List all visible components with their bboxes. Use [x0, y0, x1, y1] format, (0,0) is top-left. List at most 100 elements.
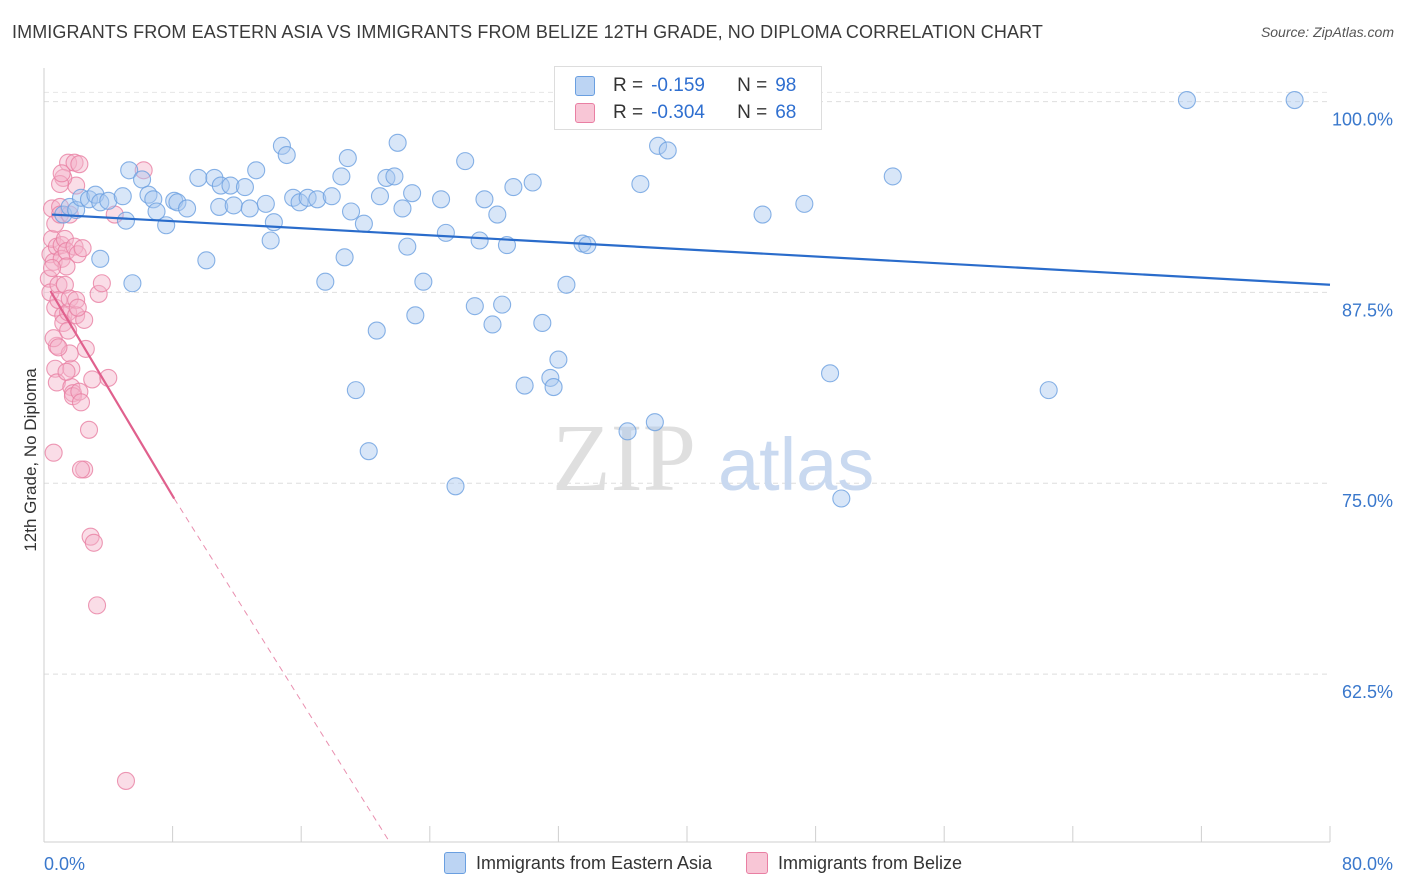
data-point-pink — [134, 161, 153, 180]
legend-item-eastern-asia[interactable]: Immigrants from Eastern Asia — [443, 852, 712, 874]
data-point-blue — [120, 161, 139, 180]
data-point-blue — [221, 176, 240, 195]
data-point-blue — [168, 193, 187, 212]
trend-lines — [49, 213, 1331, 843]
data-point-blue — [79, 190, 99, 209]
data-point-pink — [44, 329, 63, 348]
y-axis-title: 12th Grade, No Diploma — [21, 368, 40, 552]
series-legend: Immigrants from Eastern Asia Immigrants … — [0, 852, 1406, 874]
data-point-pink — [84, 533, 103, 552]
x-tick-label: 0.0% — [44, 854, 85, 874]
tick-labels: 100.0% 87.5% 75.0% 62.5% 0.0% 80.0% — [44, 110, 1393, 874]
data-point-blue — [832, 489, 851, 508]
data-point-pink — [79, 420, 99, 439]
data-point-blue — [113, 187, 132, 206]
data-point-pink — [52, 164, 71, 183]
data-point-blue — [393, 199, 412, 218]
data-point-blue — [456, 152, 475, 171]
data-point-blue — [631, 174, 650, 194]
data-point-blue — [338, 149, 357, 168]
y-tick-label: 75.0% — [1342, 491, 1393, 511]
data-point-blue — [346, 381, 365, 400]
data-point-blue — [308, 190, 327, 209]
data-point-pink — [68, 298, 87, 317]
stat-swatch-blue — [575, 76, 595, 96]
n-value: 68 — [775, 102, 797, 123]
data-point-blue — [277, 145, 296, 165]
data-point-blue — [205, 168, 224, 187]
r-label: R = — [613, 75, 644, 96]
chart-title: IMMIGRANTS FROM EASTERN ASIA VS IMMIGRAN… — [12, 22, 1043, 42]
data-point-blue — [398, 237, 417, 256]
data-point-blue — [210, 197, 229, 216]
data-point-blue — [247, 161, 266, 180]
n-value: 98 — [775, 75, 797, 96]
data-point-blue — [470, 231, 489, 250]
data-point-blue — [272, 136, 291, 155]
data-point-blue — [91, 249, 110, 268]
data-point-pink — [62, 359, 81, 378]
data-point-blue — [298, 188, 317, 207]
watermark-atlas: atlas — [718, 423, 874, 506]
data-point-blue — [211, 176, 230, 195]
n-label: N = — [737, 102, 768, 123]
data-point-blue — [1039, 381, 1058, 400]
watermark: ZIP atlas — [552, 404, 874, 511]
data-point-pink — [49, 275, 68, 294]
data-point-blue — [256, 194, 275, 213]
data-point-pink — [57, 362, 76, 381]
data-point-blue — [533, 313, 552, 332]
stat-row-belize: R = -0.304 N = 68 — [575, 102, 796, 124]
data-point-blue — [157, 216, 176, 235]
data-point-blue — [133, 170, 152, 189]
data-point-blue — [189, 168, 208, 187]
data-point-blue — [385, 167, 404, 186]
data-point-blue — [432, 190, 451, 209]
data-point-blue — [388, 133, 407, 152]
data-point-blue — [335, 248, 354, 267]
data-point-pink — [92, 274, 111, 293]
data-point-blue — [795, 194, 814, 213]
data-point-blue — [515, 376, 534, 395]
data-point-blue — [178, 199, 197, 218]
stat-row-eastern-asia: R = -0.159 N = 98 — [575, 75, 796, 97]
data-point-blue — [523, 173, 542, 192]
data-point-pink — [39, 269, 58, 288]
data-point-blue — [367, 321, 386, 340]
data-point-pink — [49, 338, 68, 357]
data-point-pink — [73, 239, 92, 258]
chart-source: Source: ZipAtlas.com — [1260, 24, 1394, 40]
r-value: -0.159 — [651, 75, 705, 96]
correlation-legend: R = -0.159 N = 98 R = -0.304 N = 68 — [554, 66, 822, 130]
data-point-blue — [99, 191, 118, 210]
data-point-blue — [544, 378, 563, 397]
legend-item-belize[interactable]: Immigrants from Belize — [746, 852, 962, 874]
data-point-blue — [753, 205, 772, 224]
data-point-blue — [475, 190, 494, 209]
data-point-blue — [284, 188, 303, 207]
data-point-blue — [261, 231, 280, 250]
r-value: -0.304 — [651, 102, 705, 123]
y-tick-label: 100.0% — [1332, 110, 1393, 130]
data-point-pink — [70, 155, 89, 174]
n-label: N = — [737, 75, 768, 96]
data-point-blue — [332, 167, 351, 186]
data-point-blue — [821, 364, 840, 383]
trend-line-eastern-asia — [51, 213, 1331, 286]
legend-swatch-pink — [746, 852, 769, 874]
x-tick-label: 80.0% — [1342, 854, 1393, 874]
data-point-blue — [493, 295, 512, 314]
data-point-pink — [87, 596, 107, 615]
data-point-blue — [316, 272, 335, 291]
data-point-blue — [197, 251, 216, 270]
data-point-blue — [658, 141, 677, 160]
data-point-pink — [46, 359, 65, 378]
series-belize-points — [39, 153, 153, 790]
r-label: R = — [613, 102, 644, 123]
stat-swatch-pink — [575, 103, 595, 123]
data-point-blue — [446, 477, 465, 496]
data-point-pink — [42, 258, 62, 278]
data-point-blue — [116, 211, 136, 230]
data-point-blue — [370, 187, 390, 206]
